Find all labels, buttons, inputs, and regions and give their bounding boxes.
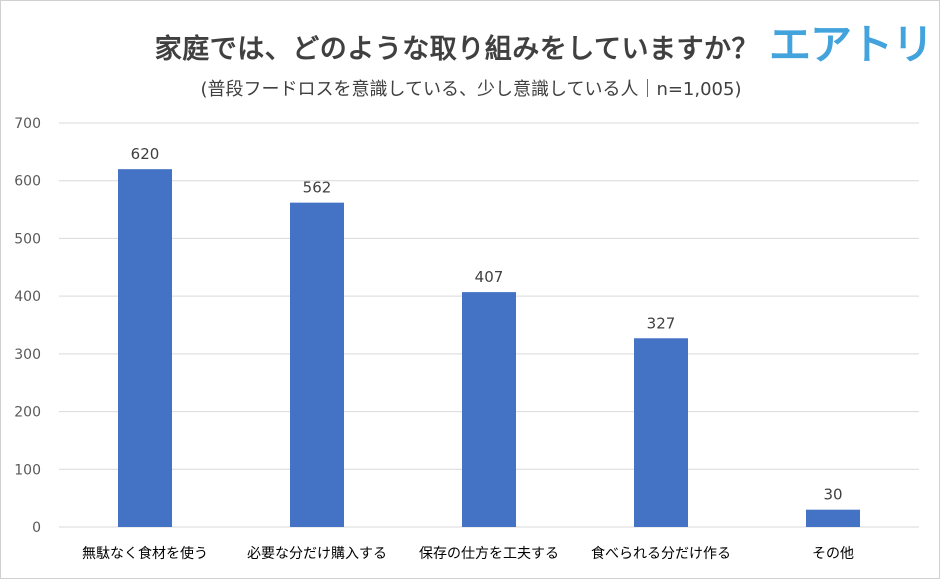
y-tick-label: 300 [14,347,41,363]
bar-3 [634,338,688,527]
bar-1 [290,202,344,527]
category-label: 必要な分だけ購入する [247,546,387,562]
bar-0 [118,169,172,527]
data-label: 30 [823,486,842,504]
y-tick-label: 600 [14,174,41,190]
y-tick-label: 200 [14,405,41,421]
data-label: 407 [475,268,504,286]
bar-2 [462,292,516,527]
bar-4 [806,509,860,527]
y-tick-label: 100 [14,462,41,478]
data-label: 327 [647,314,676,332]
y-tick-label: 700 [14,116,41,132]
category-label: 保存の仕方を工夫する [419,546,559,562]
y-tick-label: 0 [32,520,41,536]
category-label: その他 [812,546,854,562]
chart-title: 家庭では、どのような取り組みをしていますか？ [154,34,759,65]
chart-subtitle: (普段フードロスを意識している、少し意識している人｜n=1,005) [200,79,742,100]
y-tick-label: 400 [14,289,41,305]
y-tick-label: 500 [14,231,41,247]
data-label: 562 [303,179,332,197]
brand-logo: エアトリ [769,20,934,69]
category-label: 食べられる分だけ作る [591,545,731,562]
data-label: 620 [131,145,160,163]
category-label: 無駄なく食材を使う [82,545,208,562]
